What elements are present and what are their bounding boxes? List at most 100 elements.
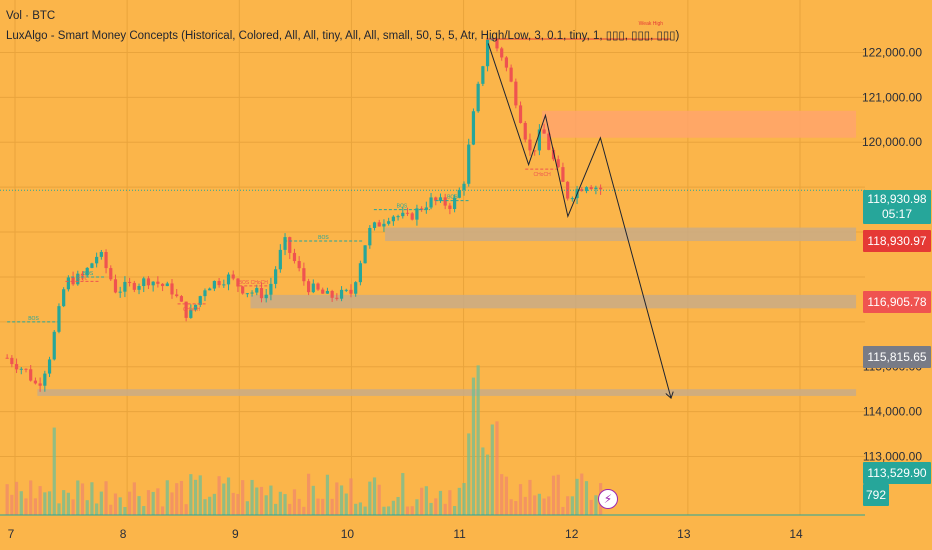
- candle-body: [241, 286, 245, 294]
- volume-bar: [434, 498, 438, 515]
- candle-body: [589, 187, 593, 190]
- candle-body: [90, 263, 94, 268]
- candle-body: [542, 129, 546, 134]
- price-axis-panel: [865, 0, 932, 550]
- candle-body: [349, 289, 353, 294]
- volume-bar: [132, 482, 136, 515]
- candle-body: [170, 283, 174, 295]
- candle-body: [283, 237, 287, 250]
- candle-body: [250, 292, 254, 294]
- volume-bar: [38, 486, 42, 515]
- volume-bar: [495, 421, 499, 515]
- candle-body: [52, 331, 56, 360]
- candle-body: [453, 197, 457, 209]
- volume-bar: [80, 483, 85, 515]
- volume-bar: [217, 476, 221, 515]
- volume-bar: [481, 447, 485, 515]
- candle-body: [222, 284, 226, 286]
- candle-body: [198, 296, 202, 305]
- supply-zone: [542, 110, 857, 138]
- volume-bar: [189, 474, 193, 515]
- volume-bar: [372, 477, 377, 515]
- volume-bar: [104, 481, 108, 515]
- candle-body: [523, 122, 527, 140]
- candle-body: [434, 197, 438, 201]
- candle-body: [448, 205, 452, 209]
- volume-bar: [410, 506, 414, 515]
- weak-high-label: Weak High: [639, 21, 664, 27]
- candle-body: [189, 309, 193, 318]
- volume-bar: [283, 494, 287, 515]
- candle-body: [509, 67, 513, 82]
- candle-body: [372, 222, 377, 228]
- candle-body: [212, 280, 216, 289]
- candle-body: [570, 198, 574, 200]
- volume-bar: [448, 490, 452, 515]
- volume-bar: [99, 491, 103, 515]
- candle-body: [80, 273, 85, 276]
- candle-body: [62, 289, 66, 307]
- time-axis-tick: 12: [565, 527, 579, 541]
- candle-body: [556, 159, 560, 168]
- volume-bar: [47, 491, 52, 515]
- volume-bar: [420, 487, 424, 515]
- volume-bar: [226, 477, 231, 515]
- time-axis-tick: 13: [677, 527, 691, 541]
- time-axis-tick: 14: [789, 527, 803, 541]
- volume-bar: [274, 503, 278, 515]
- volume-bar: [231, 492, 235, 515]
- volume-bar: [344, 493, 348, 515]
- volume-bar: [485, 454, 490, 515]
- candle-body: [363, 245, 367, 264]
- volume-bar: [113, 493, 118, 515]
- candle-body: [132, 282, 136, 290]
- volume-bar: [66, 492, 70, 515]
- volume-bar: [208, 496, 212, 515]
- candle-body: [443, 197, 447, 206]
- candle-body: [245, 293, 249, 295]
- volume-bar: [462, 482, 466, 515]
- candle-body: [156, 281, 160, 284]
- structure-label: BOS: [83, 271, 94, 277]
- volume-bar: [179, 480, 184, 515]
- volume-bar: [580, 473, 584, 515]
- volume-bar: [457, 487, 461, 515]
- volume-bar: [297, 498, 301, 515]
- volume-bar: [302, 506, 306, 515]
- volume-bar: [90, 482, 94, 515]
- volume-bar: [339, 485, 344, 515]
- volume-bar: [330, 498, 334, 515]
- volume-bar: [198, 475, 202, 515]
- volume-bar: [43, 492, 47, 515]
- candle-body: [146, 278, 151, 286]
- lightning-icon[interactable]: ⚡: [598, 489, 618, 509]
- demand-zone: [385, 227, 857, 242]
- candle-body: [504, 57, 509, 68]
- indicator-legend[interactable]: LuxAlgo - Smart Money Concepts (Historic…: [6, 30, 680, 42]
- volume-bar: [71, 499, 75, 515]
- candle-body: [269, 283, 273, 295]
- candle-body: [462, 183, 466, 190]
- volume-bar: [542, 498, 546, 515]
- candle-body: [113, 279, 118, 293]
- time-axis-tick: 8: [120, 527, 127, 541]
- volume-bar: [85, 500, 89, 515]
- candle-body: [321, 289, 325, 294]
- volume-bar: [523, 496, 527, 515]
- time-axis-tick: 7: [8, 527, 15, 541]
- volume-bar: [57, 503, 61, 515]
- volume-bar: [123, 506, 127, 515]
- volume-bar: [118, 497, 122, 515]
- candle-body: [29, 369, 33, 381]
- symbol-title[interactable]: Vol · BTC: [6, 10, 56, 22]
- candle-body: [71, 277, 75, 285]
- candle-body: [24, 368, 28, 370]
- price-axis-tick: 120,000.00: [862, 135, 922, 149]
- candle-body: [66, 277, 70, 290]
- volume-bar: [438, 490, 443, 515]
- volume-bar: [269, 485, 273, 515]
- candle-body: [396, 216, 400, 218]
- bar-countdown: 05:17: [881, 207, 913, 221]
